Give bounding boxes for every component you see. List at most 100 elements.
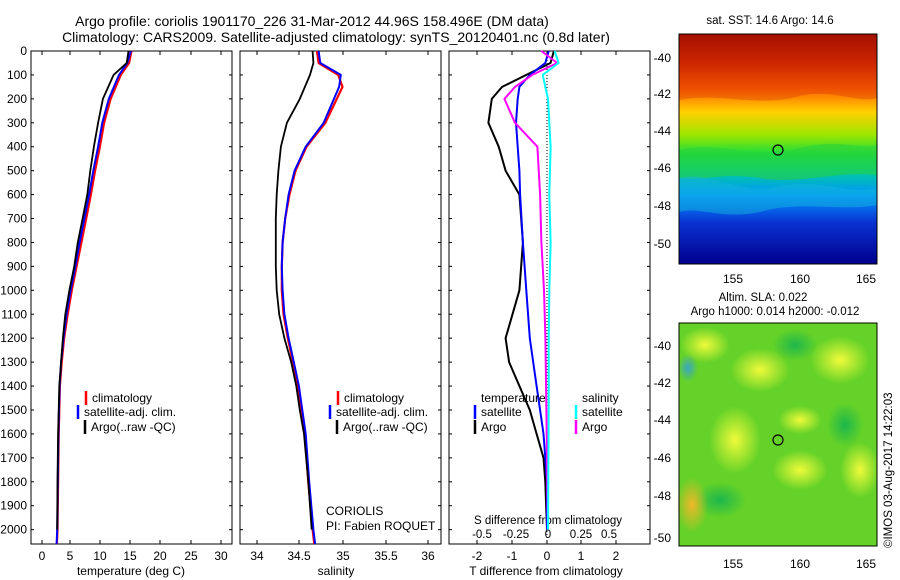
temp-argo-line (56, 50, 130, 530)
sal-legend-label-climatology: climatology (344, 391, 404, 405)
sst-lat-tick-46: -46 (654, 161, 672, 175)
diff-xtick-0: 0 (544, 549, 551, 563)
s-diff-tick-0-5: 0.5 (601, 529, 617, 541)
figure-title-line1: Argo profile: coriolis 1901170_226 31-Ma… (75, 13, 549, 29)
sst-cyan-band (679, 176, 877, 215)
temp-xtick-20: 20 (153, 549, 167, 563)
sst-lat-tick-44: -44 (654, 124, 672, 138)
salinity-xticks: 34 34.5 35 35.5 36 (250, 549, 435, 563)
salinity-legend: climatology satellite-adj. clim. Argo(..… (328, 391, 428, 434)
sst-lat-tick-48: -48 (654, 199, 672, 213)
depth-tick-label: 1300 (0, 355, 27, 369)
sal-satellite-line (280, 50, 342, 545)
depth-tick-label: 700 (7, 212, 27, 226)
difference-lines (487, 50, 560, 544)
sst-lat-tick-42: -42 (654, 87, 672, 101)
sst-map-title: sat. SST: 14.6 Argo: 14.6 (706, 15, 833, 27)
depth-tick-label: 900 (7, 259, 27, 273)
salinity-xlabel: salinity (318, 564, 355, 578)
depth-tick-label: 1200 (0, 331, 27, 345)
sal-legend-label-argo: Argo(..raw -QC) (343, 420, 428, 434)
sal-xtick-35-5: 35.5 (374, 549, 398, 563)
temperature-xticks: 0 5 10 15 20 25 30 (39, 549, 228, 563)
sla-orange-patch (676, 477, 708, 533)
diff-legend-label-t-argo: Argo (481, 420, 507, 434)
depth-tick-label: 100 (7, 68, 27, 82)
sal-climatology-line (280, 50, 344, 545)
depth-tick-label: 1600 (0, 427, 27, 441)
source-label: CORIOLIS (326, 504, 383, 518)
depth-tick-label: 200 (7, 92, 27, 106)
depth-tick-label: 0 (20, 44, 27, 58)
sst-lat-tick-50: -50 (654, 237, 672, 251)
difference-legend: temperature salinity satellite Argo sate… (473, 391, 623, 434)
sal-legend-label-satellite: satellite-adj. clim. (336, 405, 428, 419)
diff-legend-label-s-argo: Argo (582, 420, 608, 434)
sst-green-band (679, 143, 877, 180)
sla-blob (772, 450, 828, 490)
sal-xtick-35: 35 (336, 549, 350, 563)
argo-location-marker (772, 144, 784, 156)
depth-tick-label: 1900 (0, 499, 27, 513)
temp-xtick-0: 0 (39, 549, 46, 563)
depth-tick-label: 800 (7, 235, 27, 249)
sla-blob (709, 406, 761, 474)
sla-lon-tick-155: 155 (723, 557, 743, 571)
sla-lat-tick-50: -50 (654, 531, 672, 545)
depth-tick-label: 1800 (0, 475, 27, 489)
depth-tick-label: 300 (7, 116, 27, 130)
legend-label-satellite: satellite-adj. clim. (84, 405, 176, 419)
credit-label: ©IMOS 03-Aug-2017 14:22:03 (883, 392, 895, 548)
salinity-panel (239, 50, 442, 545)
temperature-lines (55, 50, 133, 545)
diff-xtick-1: 1 (578, 549, 585, 563)
sla-blob (810, 336, 870, 384)
temperature-xlabel: temperature (deg C) (77, 564, 185, 578)
s-diff-tick-m0-5: -0.5 (472, 529, 492, 541)
sla-lat-tick-48: -48 (654, 489, 672, 503)
temp-xtick-5: 5 (67, 549, 74, 563)
sla-dark-patch (827, 403, 863, 447)
depth-tick-label: 600 (7, 188, 27, 202)
temperature-panel (30, 50, 233, 545)
sla-blob (778, 406, 822, 434)
sla-lat-tick-44: -44 (654, 413, 672, 427)
sla-blob (730, 348, 790, 392)
sla-map-title-line2: Argo h1000: 0.014 h2000: -0.012 (691, 306, 860, 318)
pi-label: PI: Fabien ROQUET (326, 519, 436, 533)
temp-xtick-25: 25 (184, 549, 198, 563)
s-diff-tick-0: 0 (545, 529, 551, 541)
sal-argo-line (274, 50, 315, 530)
figure-title-line2: Climatology: CARS2009. Satellite-adjuste… (62, 29, 610, 45)
legend-salinity-header: salinity (582, 391, 619, 405)
sla-lat-tick-40: -40 (654, 339, 672, 353)
s-diff-tick-m0-25: -0.25 (503, 529, 529, 541)
diff-s-argo-line (503, 50, 559, 530)
diff-legend-label-s-satellite: satellite (582, 405, 623, 419)
sla-lat-tick-46: -46 (654, 451, 672, 465)
sst-lon-tick-155: 155 (723, 272, 743, 286)
depth-tick-label: 400 (7, 140, 27, 154)
sla-dark-patch (773, 329, 817, 361)
argo-location-marker-sla (772, 434, 784, 446)
difference-xlabel: T difference from climatology (469, 564, 623, 578)
temp-xtick-15: 15 (123, 549, 137, 563)
diff-t-satellite-line (515, 50, 550, 530)
sal-xtick-34-5: 34.5 (287, 549, 311, 563)
sst-map (678, 33, 878, 265)
sst-map-frame (678, 33, 878, 265)
diff-xtick-2: 2 (613, 549, 620, 563)
sal-xtick-34: 34 (250, 549, 264, 563)
sla-lon-tick-160: 160 (790, 557, 810, 571)
diff-xtick-m2: -2 (472, 549, 483, 563)
sla-lon-ticks: 155 160 165 (723, 557, 876, 571)
sla-lon-tick-165: 165 (856, 557, 876, 571)
legend-label-climatology: climatology (92, 391, 152, 405)
legend-temperature-header: temperature (481, 391, 546, 405)
difference-xticks: -2 -1 0 1 2 (472, 549, 620, 563)
legend-label-argo: Argo(..raw -QC) (91, 420, 176, 434)
depth-tick-label: 2000 (0, 523, 27, 537)
depth-tick-label: 1500 (0, 403, 27, 417)
sla-cyan-patch (678, 354, 698, 382)
